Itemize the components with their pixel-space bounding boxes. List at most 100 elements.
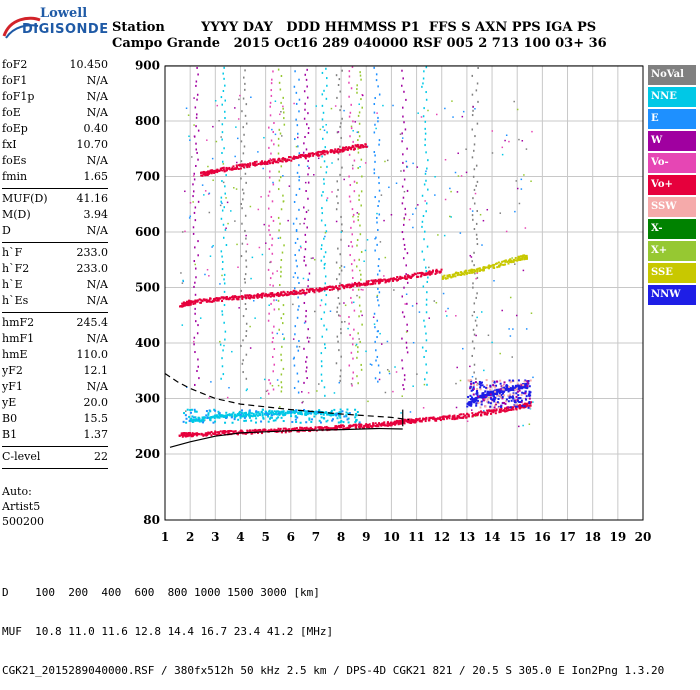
streak-dot: [348, 115, 351, 118]
streak-dot: [273, 363, 276, 366]
x-tick-label: 17: [559, 530, 576, 544]
streak-dot: [348, 364, 351, 367]
trace-dot: [510, 261, 513, 264]
streak-dot: [374, 154, 376, 157]
streak-dot: [324, 394, 326, 397]
streak-dot: [476, 122, 479, 125]
noise-dot: [325, 124, 327, 126]
streak-dot: [223, 66, 225, 69]
trace-dot: [243, 412, 246, 415]
streak-dot: [294, 333, 296, 336]
noise-dot: [491, 152, 494, 154]
trace-dot: [276, 429, 279, 432]
trace-dot: [332, 427, 335, 430]
param-value: 3.94: [83, 208, 109, 221]
trace-dot: [229, 429, 232, 432]
cluster-dot: [508, 385, 511, 388]
noise-dot: [427, 109, 429, 112]
streak-dot: [305, 211, 308, 214]
cluster-dot: [510, 396, 513, 399]
band-dot: [330, 411, 333, 414]
trace-dot: [401, 422, 404, 425]
streak-dot: [401, 231, 404, 234]
trace-dot: [256, 293, 259, 296]
trace-dot: [316, 289, 319, 292]
cluster-dot: [493, 397, 496, 400]
band-dot: [254, 414, 257, 417]
noise-dot: [523, 174, 525, 176]
trace-dot: [245, 415, 248, 418]
trace-dot: [221, 169, 224, 172]
streak-dot: [425, 266, 427, 269]
trace-dot: [448, 274, 451, 277]
streak-dot: [273, 325, 275, 328]
trace-dot: [498, 392, 501, 395]
cluster-dot: [516, 390, 519, 393]
cluster-dot: [495, 393, 498, 396]
trace-dot: [224, 414, 227, 417]
trace-dot: [190, 433, 193, 436]
trace-dot: [425, 417, 428, 420]
streak-dot: [193, 285, 195, 288]
streak-dot: [471, 74, 474, 77]
trace-dot: [525, 383, 528, 386]
param-row: yF2 12.1: [2, 364, 108, 380]
streak-dot: [267, 207, 270, 210]
streak-dot: [356, 375, 358, 378]
trace-dot: [488, 393, 491, 396]
trace-dot: [347, 147, 350, 150]
trace-dot: [524, 402, 527, 405]
streak-dot: [221, 365, 224, 368]
streak-dot: [471, 128, 474, 131]
trace-dot: [313, 152, 316, 155]
trace-dot: [321, 287, 324, 290]
trace-dot: [229, 168, 232, 171]
streak-dot: [196, 332, 199, 335]
trace-dot: [183, 301, 186, 304]
trace-dot: [349, 286, 352, 289]
trace-dot: [234, 415, 237, 418]
trace-dot: [503, 407, 506, 410]
trace-dot: [482, 268, 485, 271]
trace-dot: [489, 409, 492, 412]
streak-dot: [297, 308, 299, 311]
trace-dot: [507, 259, 510, 262]
band-dot: [296, 416, 299, 419]
noise-dot: [292, 358, 295, 360]
noise-dot: [469, 254, 472, 257]
noise-dot: [392, 390, 394, 393]
streak-dot: [269, 105, 271, 108]
noise-dot: [469, 208, 472, 210]
legend-entry: E: [648, 109, 696, 129]
param-row: fmin 1.65: [2, 170, 108, 186]
streak-dot: [352, 337, 354, 340]
trace-dot: [240, 429, 243, 432]
trace-dot: [222, 168, 225, 171]
trace-dot: [225, 168, 228, 171]
streak-dot: [193, 172, 195, 175]
trace-dot: [435, 271, 438, 274]
streak-dot: [337, 247, 339, 250]
streak-dot: [221, 260, 224, 263]
y-tick-label: 200: [135, 447, 160, 461]
noise-dot: [302, 277, 305, 280]
noise-dot: [192, 175, 195, 177]
param-row: foF1 N/A: [2, 74, 108, 90]
streak-dot: [349, 111, 352, 114]
trace-dot: [358, 281, 361, 284]
trace-dot: [192, 420, 195, 423]
cluster-dot: [512, 392, 515, 395]
footer-distance-row: D 100 200 400 600 800 1000 1500 3000 [km…: [2, 586, 320, 599]
trace-dot: [287, 428, 290, 431]
noise-dot: [532, 376, 534, 379]
streak-dot: [360, 190, 363, 193]
streak-dot: [378, 143, 380, 146]
trace-dot: [256, 295, 259, 298]
noise-dot: [318, 383, 320, 385]
trace-dot: [277, 427, 280, 430]
trace-dot: [294, 292, 297, 295]
streak-dot: [306, 226, 308, 229]
streak-dot: [406, 302, 408, 305]
streak-dot: [195, 164, 197, 167]
trace-dot: [322, 150, 325, 153]
